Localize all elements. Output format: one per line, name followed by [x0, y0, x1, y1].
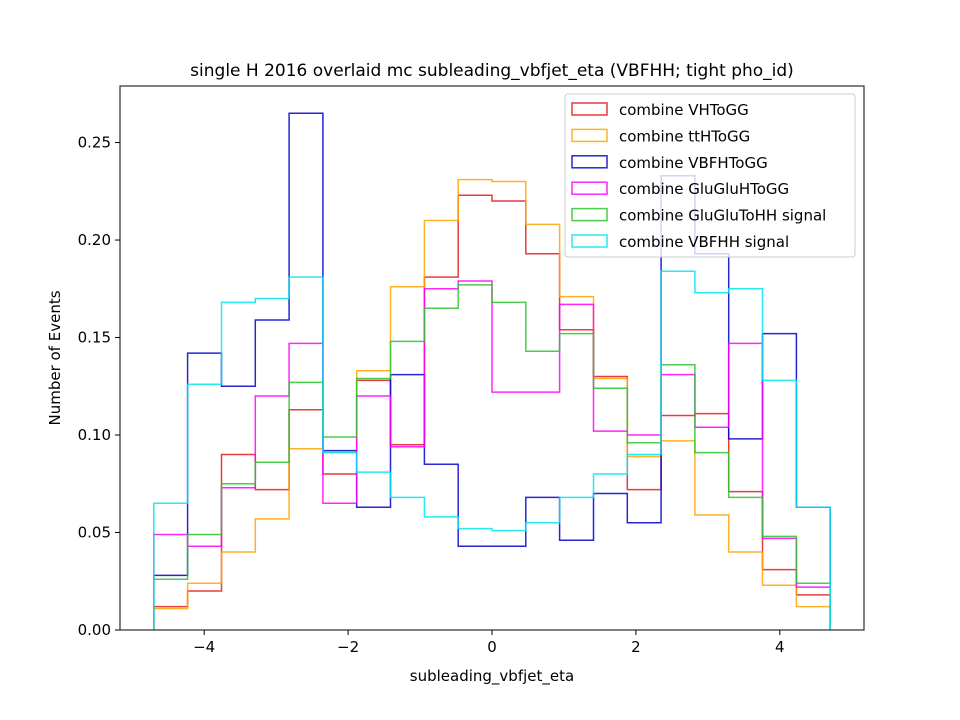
y-tick-label: 0.10	[78, 426, 111, 444]
series-line-5	[153, 270, 831, 630]
y-tick-label: 0.05	[78, 524, 111, 542]
legend: combine VHToGG combine ttHToGG combine VBF…	[564, 93, 856, 258]
legend-label: combine ttHToGG	[619, 127, 750, 145]
series-line-3	[153, 280, 831, 630]
series-line-4	[153, 284, 831, 630]
y-tick-label: 0.20	[78, 231, 111, 249]
legend-swatch	[571, 234, 608, 248]
legend-label: combine GluGluToHH signal	[619, 207, 826, 225]
series-line-2	[153, 112, 831, 630]
legend-swatch	[571, 181, 608, 195]
chart-title: single H 2016 overlaid mc subleading_vbf…	[190, 61, 794, 81]
x-tick-label: −4	[193, 638, 215, 656]
legend-swatch	[571, 155, 608, 169]
x-axis-label: subleading_vbfjet_eta	[410, 667, 574, 686]
y-tick-label: 0.25	[78, 134, 111, 152]
y-axis-label: Number of Events	[46, 290, 64, 425]
legend-label: combine VBFHToGG	[619, 154, 768, 172]
legend-swatch	[571, 207, 608, 222]
legend-box	[564, 93, 856, 258]
y-tick-label: 0.15	[78, 329, 111, 347]
x-axis-ticks: −4 −2 0 2 4	[193, 630, 785, 656]
x-tick-label: 2	[631, 638, 641, 656]
x-tick-label: 0	[487, 638, 497, 656]
y-axis-ticks: 0.00 0.05 0.10 0.15 0.20 0.25	[78, 134, 120, 639]
y-tick-label: 0.00	[78, 621, 111, 639]
x-tick-label: 4	[775, 638, 785, 656]
legend-label: combine VHToGG	[619, 101, 749, 119]
legend-swatch	[571, 128, 608, 143]
series-line-1	[153, 178, 831, 630]
legend-swatch	[571, 102, 608, 116]
plot-series	[153, 112, 831, 630]
x-tick-label: −2	[337, 638, 359, 656]
legend-label: combine VBFHH signal	[619, 233, 789, 251]
legend-label: combine GluGluHToGG	[619, 180, 789, 198]
